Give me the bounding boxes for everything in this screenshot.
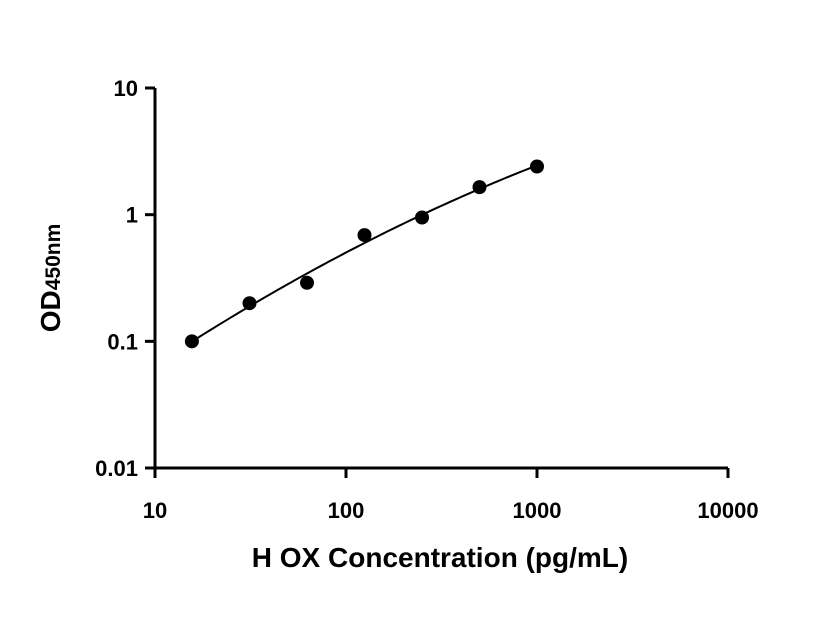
axes	[153, 88, 728, 470]
y-tick-label: 0.1	[107, 329, 138, 354]
y-ticks: 0.01 0.1 1 10	[95, 76, 155, 481]
data-point	[415, 210, 430, 225]
y-axis-title-subscript: 450nm	[42, 224, 65, 291]
y-tick-label: 0.01	[95, 456, 138, 481]
data-point	[357, 228, 372, 243]
y-axis-title-main: OD	[35, 290, 66, 332]
fit-curve	[191, 164, 538, 343]
x-tick-label: 10	[143, 498, 167, 523]
data-point	[530, 159, 544, 174]
x-tick-label: 100	[328, 498, 365, 523]
x-axis-title: H OX Concentration (pg/mL)	[252, 542, 628, 573]
data-point	[242, 296, 257, 311]
x-tick-label: 10000	[697, 498, 758, 523]
x-tick-label: 1000	[513, 498, 562, 523]
data-points	[184, 159, 544, 349]
x-ticks: 10 100 1000 10000	[143, 468, 759, 523]
y-axis-title: OD450nm	[35, 224, 66, 333]
data-point	[184, 334, 199, 349]
data-point	[300, 275, 315, 290]
y-tick-label: 10	[114, 76, 138, 101]
data-point	[472, 180, 487, 195]
y-tick-label: 1	[126, 203, 138, 228]
